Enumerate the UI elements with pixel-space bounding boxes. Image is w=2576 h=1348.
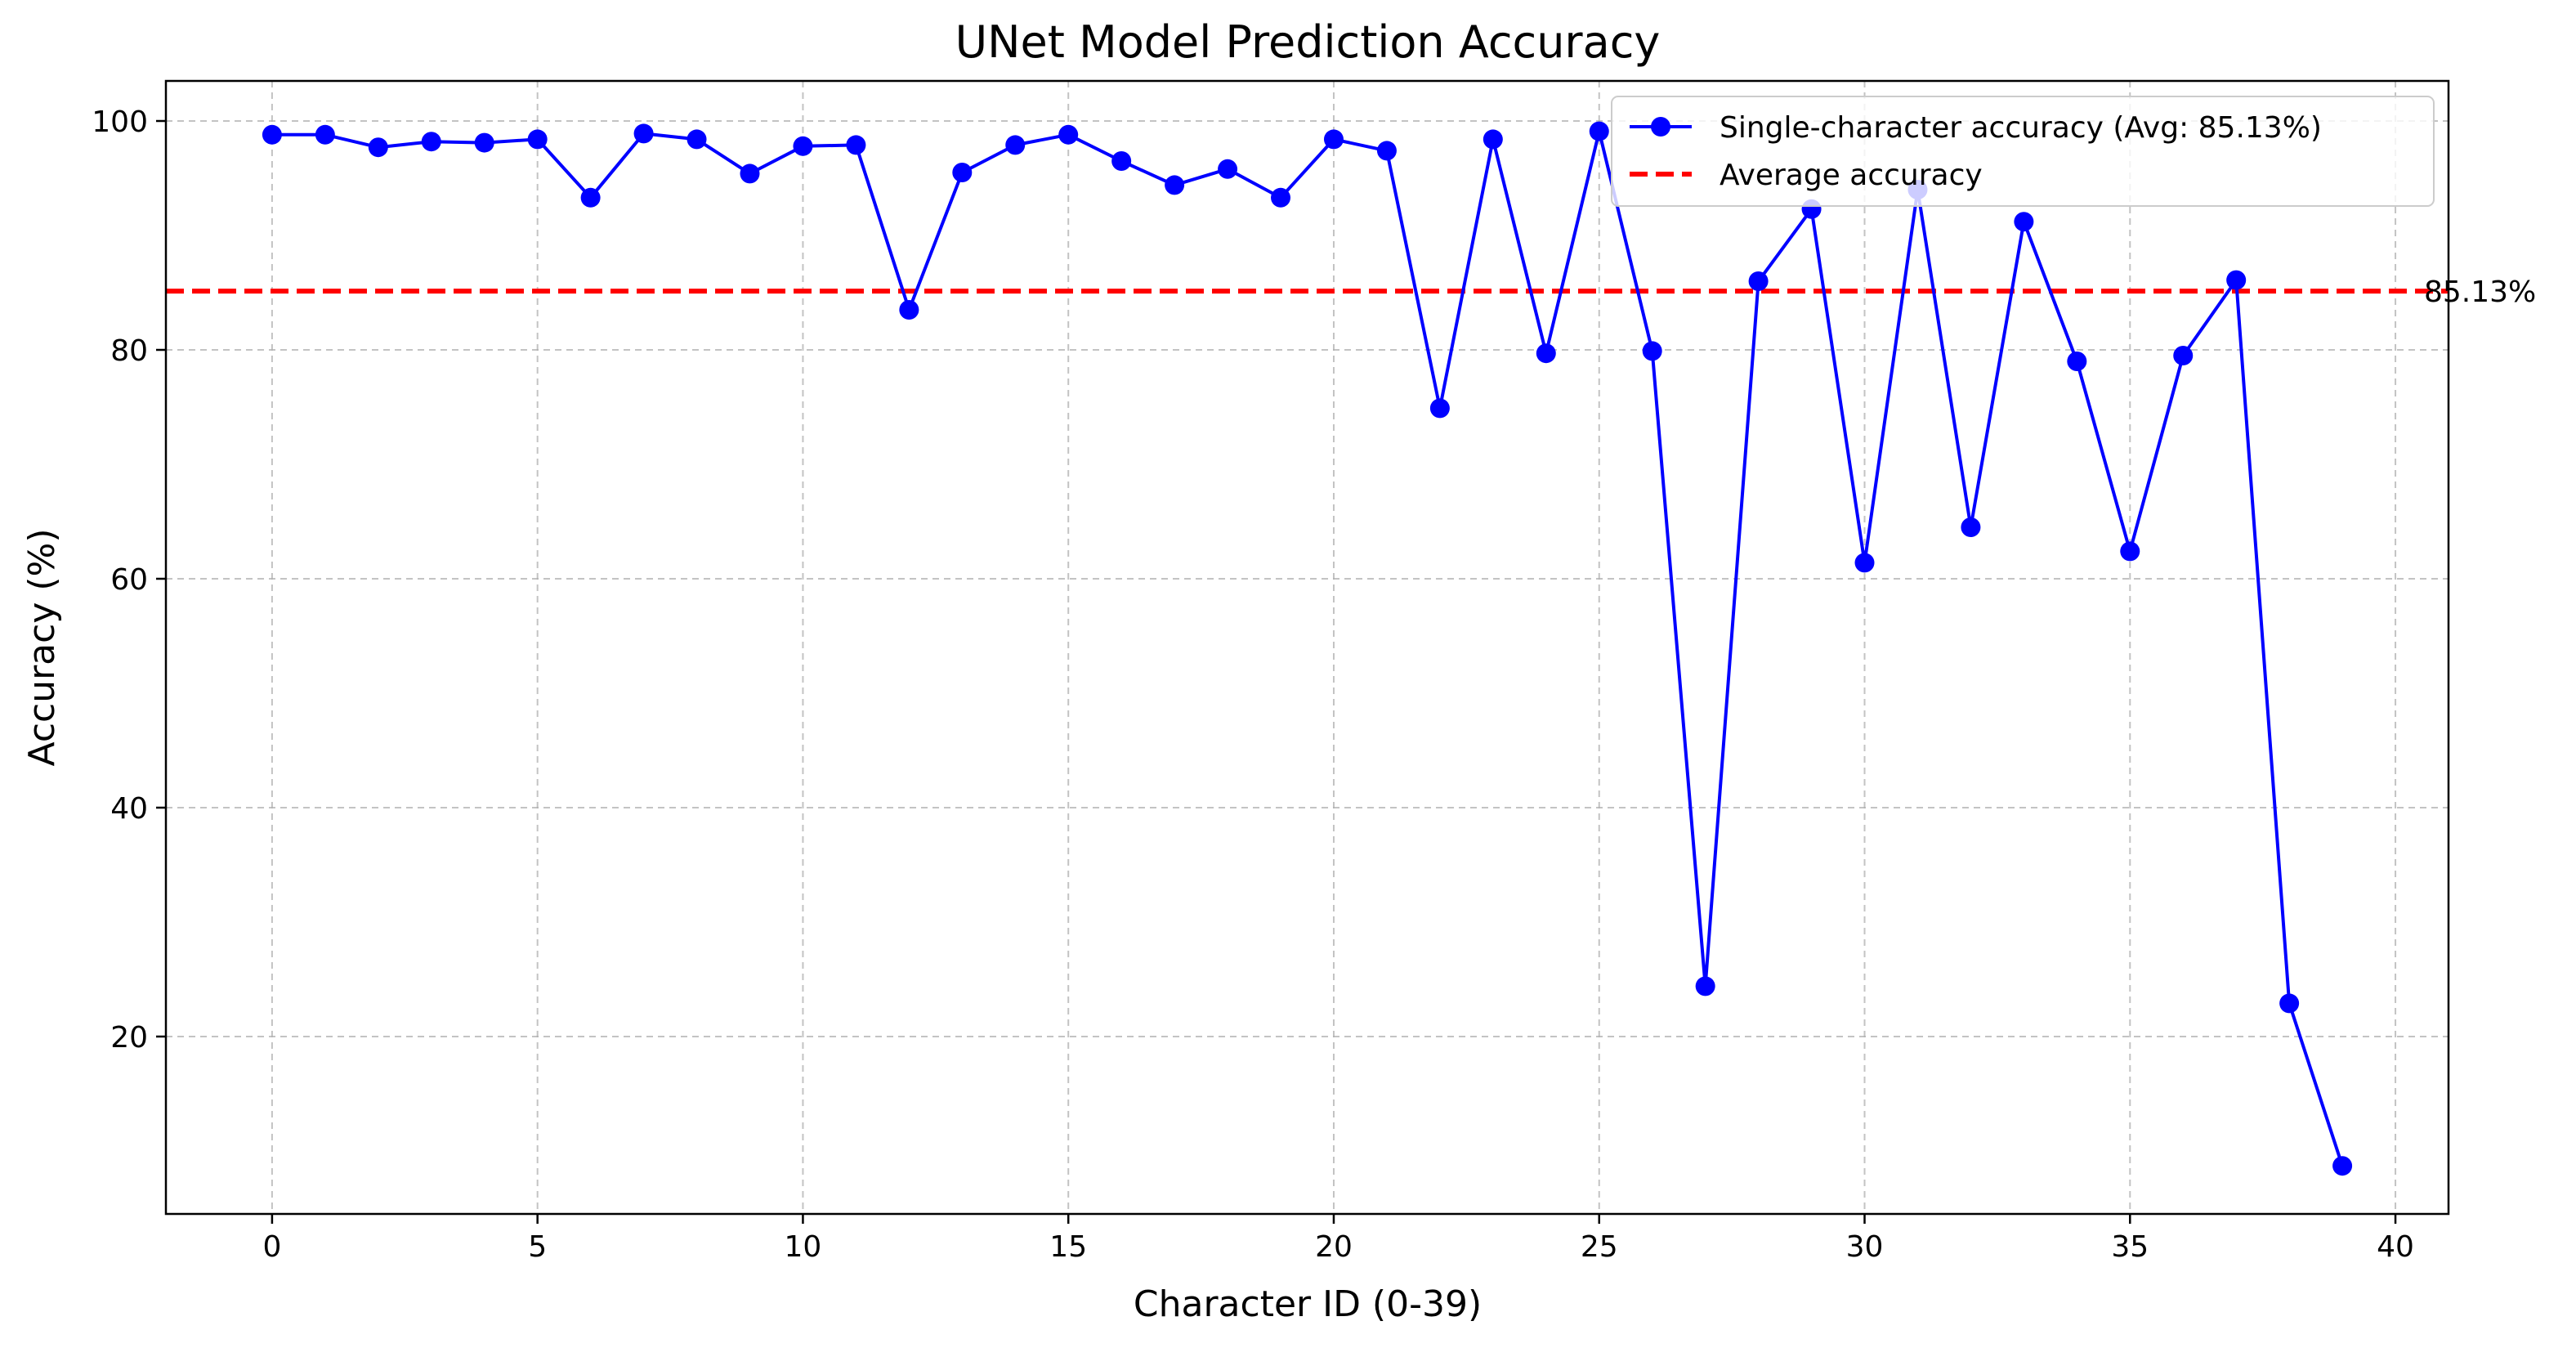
data-point	[899, 300, 919, 320]
x-tick-label: 30	[1846, 1230, 1884, 1264]
data-point	[952, 163, 973, 182]
data-point	[1589, 121, 1609, 141]
data-point	[1218, 159, 1238, 179]
y-tick-label: 80	[110, 334, 148, 368]
x-tick-label: 5	[528, 1230, 547, 1264]
x-axis-label: Character ID (0-39)	[1134, 1283, 1482, 1325]
data-point	[1323, 129, 1344, 150]
data-point	[1376, 141, 1397, 161]
series-group	[262, 121, 2353, 1176]
y-axis-label: Accuracy (%)	[21, 528, 63, 766]
y-tick-label: 40	[110, 792, 148, 826]
data-point	[580, 187, 601, 208]
legend-series-marker	[1651, 117, 1670, 137]
data-point	[1483, 129, 1503, 150]
data-point	[315, 124, 335, 145]
data-point	[1695, 976, 1715, 996]
x-tick-label: 25	[1581, 1230, 1618, 1264]
data-point	[1748, 271, 1769, 291]
data-point	[1111, 151, 1132, 171]
data-point	[368, 137, 388, 158]
axis-ticks: 0 5 10 15 20 25 30 35 40 20 40 60 80 100	[92, 105, 2414, 1264]
data-point	[474, 132, 494, 153]
data-point	[846, 135, 866, 155]
y-tick-label: 20	[110, 1021, 148, 1055]
data-point	[2332, 1156, 2353, 1176]
data-point	[1429, 398, 1450, 419]
x-tick-label: 15	[1049, 1230, 1087, 1264]
x-tick-label: 20	[1315, 1230, 1353, 1264]
data-point	[2226, 270, 2247, 290]
y-tick-label: 60	[110, 563, 148, 597]
data-point	[1165, 175, 1185, 195]
data-point	[2120, 541, 2140, 562]
data-point	[2279, 993, 2300, 1014]
data-point	[1271, 187, 1291, 208]
data-point	[262, 124, 282, 145]
legend-box	[1611, 96, 2435, 207]
data-point	[1961, 517, 1981, 537]
data-point	[740, 163, 760, 184]
accuracy-series-line	[271, 129, 2344, 1167]
average-value-label: 85.13%	[2424, 275, 2536, 309]
data-point	[527, 129, 548, 150]
x-tick-label: 0	[262, 1230, 281, 1264]
data-point	[2067, 352, 2087, 371]
data-point	[1642, 341, 1662, 361]
data-point	[1854, 553, 1875, 573]
data-point	[2173, 346, 2194, 365]
chart-title: UNet Model Prediction Accuracy	[955, 16, 1661, 68]
x-tick-label: 40	[2377, 1230, 2414, 1264]
data-point	[633, 123, 654, 144]
x-tick-label: 10	[785, 1230, 822, 1264]
legend-series-label: Single-character accuracy (Avg: 85.13%)	[1720, 111, 2322, 145]
data-point	[1005, 135, 1026, 155]
legend-average-label: Average accuracy	[1720, 159, 1983, 192]
data-point	[686, 129, 707, 150]
data-point	[1536, 343, 1556, 364]
y-tick-label: 100	[92, 105, 148, 139]
data-point	[421, 132, 441, 152]
data-point	[1058, 124, 1079, 145]
plot-frame	[164, 79, 2450, 1216]
data-point	[2014, 212, 2034, 232]
legend: Single-character accuracy (Avg: 85.13%) …	[1611, 96, 2435, 207]
grid-lines	[166, 81, 2449, 1214]
data-point	[793, 136, 813, 156]
x-tick-label: 35	[2111, 1230, 2149, 1264]
